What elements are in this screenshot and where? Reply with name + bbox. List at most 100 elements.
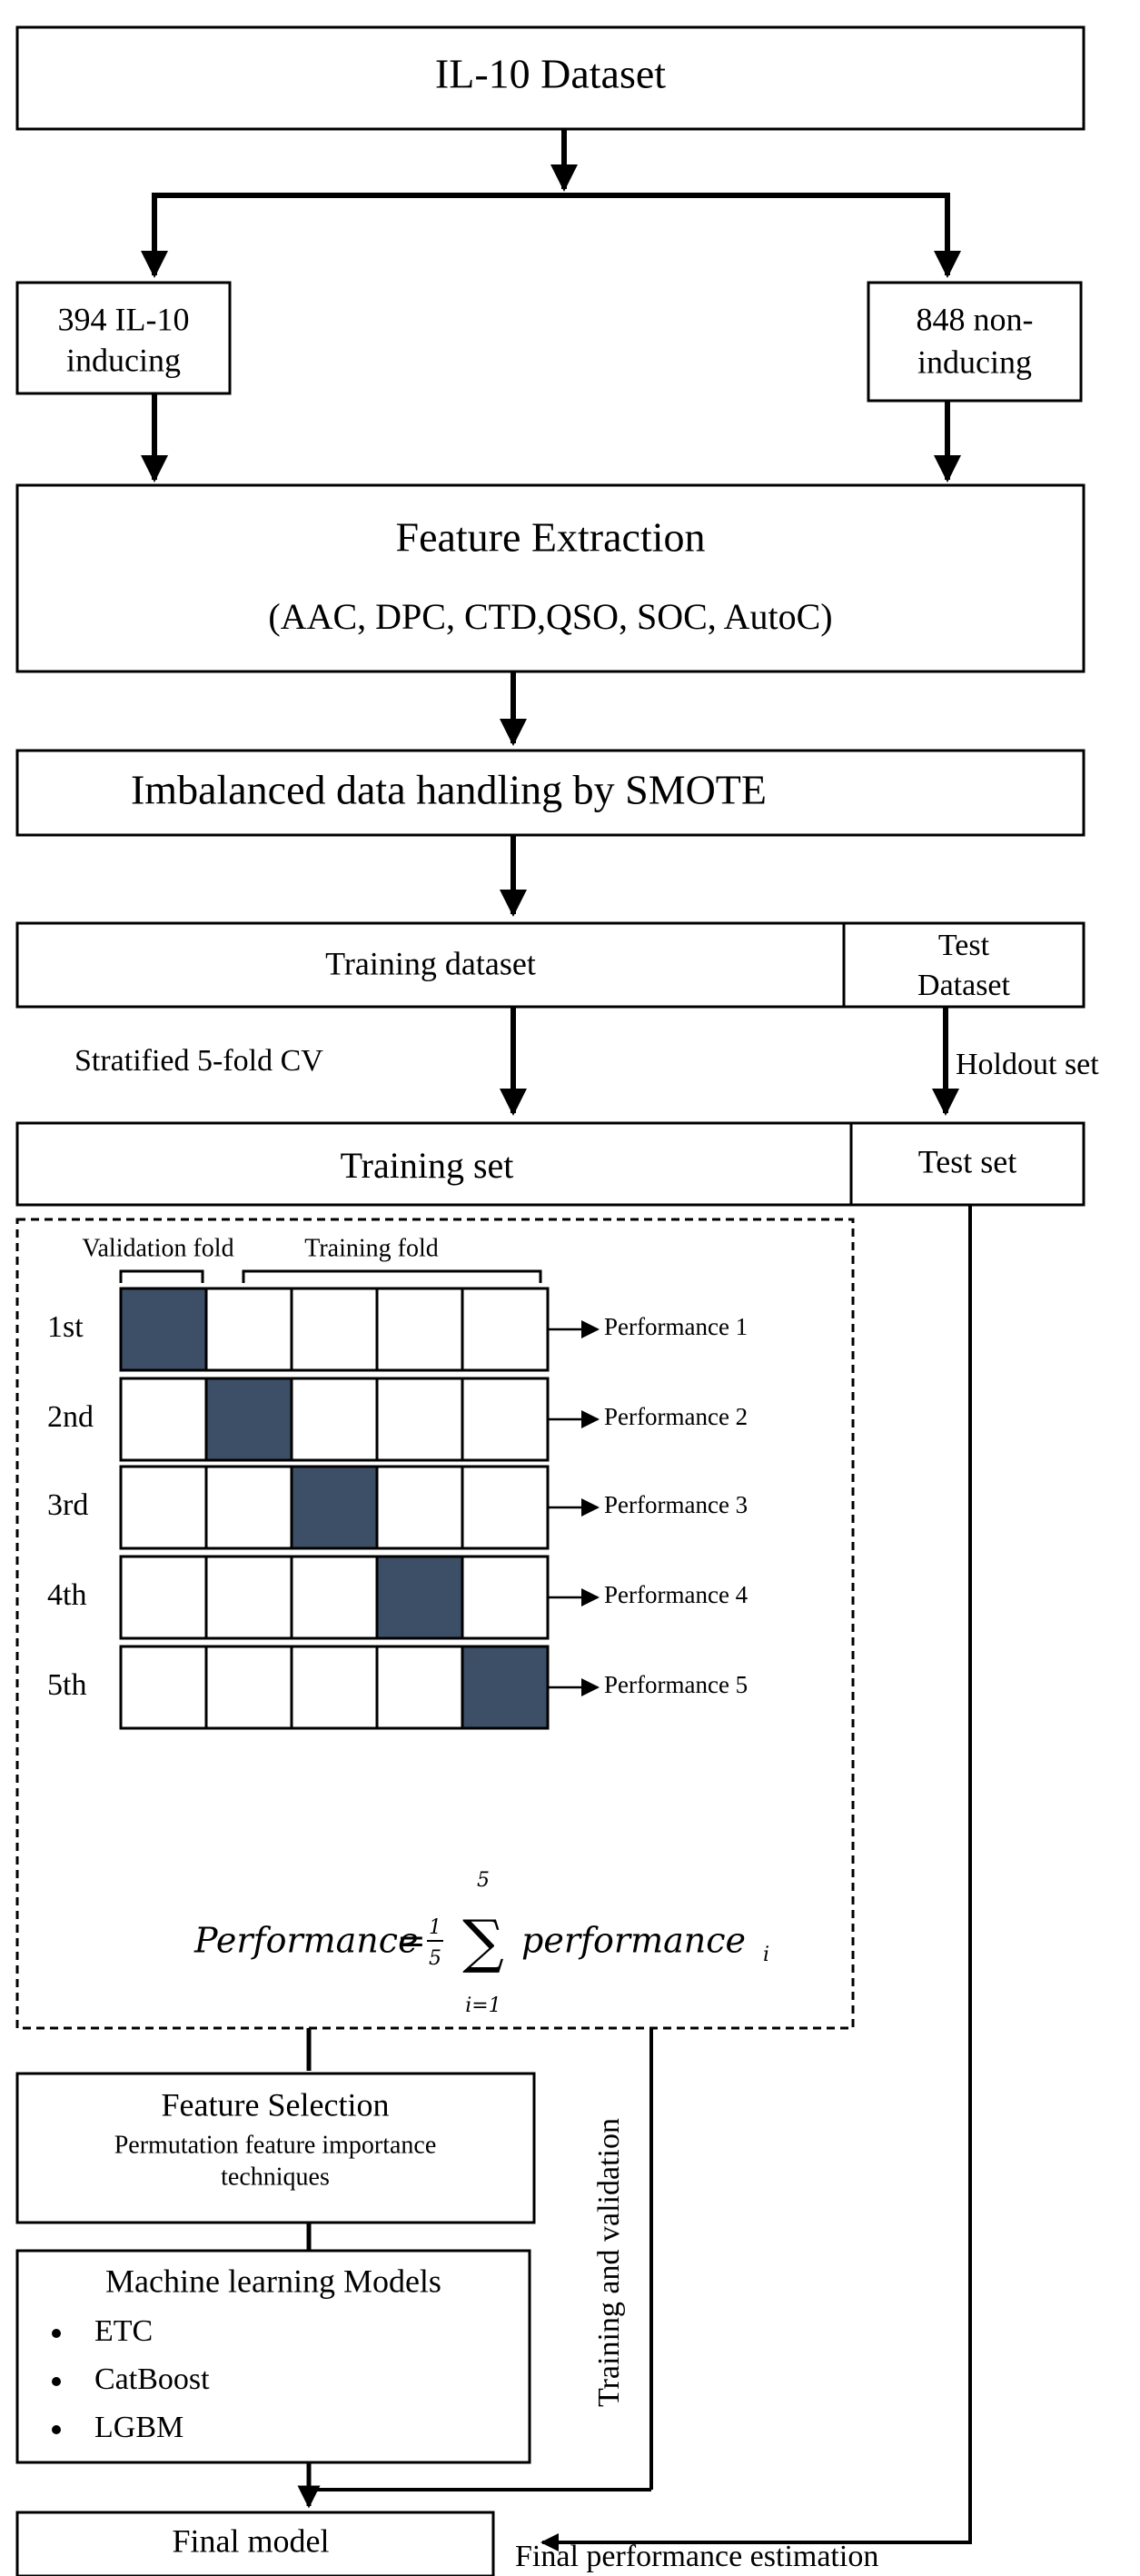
training-fold-cell — [461, 1377, 550, 1462]
formula-fraction-denominator: 5 — [429, 1947, 441, 1970]
performance-label: Performance 3 — [604, 1491, 748, 1518]
training-fold-label: Training fold — [304, 1234, 439, 1262]
bullet-icon — [52, 2377, 61, 2386]
bullet-icon — [52, 2329, 61, 2338]
models-title: Machine learning Models — [105, 2263, 441, 2299]
cv-row: 3rd Performance 3 — [47, 1465, 748, 1550]
test-to-final-arrow — [540, 1205, 972, 2551]
smote-label: Imbalanced data handling by SMOTE — [131, 767, 767, 813]
training-set-box: Training set — [15, 1121, 853, 1207]
cv-row: 1st Performance 1 — [47, 1287, 748, 1372]
training-fold-cell — [290, 1555, 379, 1640]
dataset-title: IL-10 Dataset — [435, 51, 666, 97]
formula-equals: = — [397, 1921, 426, 1961]
final-estimation-label: Final performance estimation — [515, 2540, 878, 2573]
to-feature-extraction-arrows — [141, 393, 961, 482]
performance-label: Performance 5 — [604, 1671, 748, 1698]
test-set-box: Test set — [849, 1121, 1085, 1207]
training-fold-cell — [290, 1287, 379, 1372]
formula-lhs: Performance — [193, 1921, 419, 1961]
inducing-count: 394 IL-10 — [58, 301, 190, 337]
final-model-box: Final model — [15, 2511, 495, 2576]
training-fold-cell — [204, 1287, 293, 1372]
cv-row-label: 4th — [47, 1578, 86, 1612]
training-fold-cell — [290, 1645, 379, 1730]
training-fold-cell — [375, 1645, 464, 1730]
cv-row: 2nd Performance 2 — [47, 1377, 748, 1462]
formula-term: performance — [521, 1921, 746, 1961]
formula-lower-limit: i=1 — [465, 1994, 501, 2017]
validation-fold-brace — [119, 1269, 204, 1283]
non-inducing-count: 848 non- — [917, 301, 1034, 337]
validation-fold-label: Validation fold — [82, 1234, 233, 1262]
training-fold-cell — [461, 1555, 550, 1640]
inducing-box: 394 IL-10 inducing — [15, 281, 232, 395]
final-model-label: Final model — [173, 2522, 330, 2559]
training-set-label: Training set — [341, 1145, 514, 1186]
formula-sigma: ∑ — [462, 1909, 504, 1976]
validation-fold-cell — [290, 1465, 379, 1550]
class-split-arrows — [141, 129, 961, 278]
feature-extraction-title: Feature Extraction — [395, 514, 705, 561]
training-fold-cell — [119, 1645, 208, 1730]
training-validation-label: Training and validation — [592, 2118, 626, 2407]
feature-selection-title: Feature Selection — [162, 2086, 390, 2123]
test-set-label: Test set — [918, 1143, 1016, 1179]
validation-fold-cell — [461, 1645, 550, 1730]
formula-subscript: i — [763, 1944, 769, 1966]
validation-fold-cell — [119, 1287, 208, 1372]
training-fold-cell — [204, 1555, 293, 1640]
performance-label: Performance 4 — [604, 1581, 748, 1608]
feature-selection-line2: techniques — [221, 2163, 330, 2191]
test-dataset-line2: Dataset — [917, 969, 1011, 1002]
training-fold-cell — [375, 1377, 464, 1462]
cv-row-label: 2nd — [47, 1400, 94, 1434]
cv-container — [15, 1218, 855, 2030]
smote-box: Imbalanced data handling by SMOTE — [15, 749, 1085, 837]
performance-formula: Performance = 1 5 5 ∑ i=1 performance i — [193, 1869, 769, 2017]
test-dataset-box: Test Dataset — [842, 921, 1085, 1009]
training-fold-cell — [119, 1465, 208, 1550]
feature-extraction-box: Feature Extraction (AAC, DPC, CTD,QSO, S… — [15, 483, 1085, 673]
test-dataset-line1: Test — [938, 929, 990, 962]
training-fold-cell — [204, 1645, 293, 1730]
training-fold-cell — [375, 1465, 464, 1550]
training-dataset-label: Training dataset — [325, 945, 536, 981]
training-fold-cell — [290, 1377, 379, 1462]
formula-fraction-numerator: 1 — [429, 1916, 441, 1939]
non-inducing-label: inducing — [917, 343, 1032, 380]
training-fold-cell — [119, 1377, 208, 1462]
validation-fold-cell — [204, 1377, 293, 1462]
feature-selection-line1: Permutation feature importance — [114, 2131, 437, 2159]
feature-extraction-methods: (AAC, DPC, CTD,QSO, SOC, AutoC) — [268, 596, 832, 637]
training-fold-cell — [461, 1465, 550, 1550]
cv-row: 4th Performance 4 — [47, 1555, 748, 1640]
training-fold-cell — [461, 1287, 550, 1372]
model-item: LGBM — [94, 2411, 183, 2444]
performance-label: Performance 2 — [604, 1403, 748, 1430]
performance-label: Performance 1 — [604, 1313, 748, 1340]
cv-row-label: 3rd — [47, 1488, 88, 1522]
holdout-label: Holdout set — [956, 1048, 1099, 1081]
training-fold-brace — [242, 1269, 542, 1283]
cv-row: 5th Performance 5 — [47, 1645, 748, 1730]
cv-row-label: 5th — [47, 1668, 86, 1702]
non-inducing-box: 848 non- inducing — [867, 281, 1083, 403]
training-fold-cell — [375, 1287, 464, 1372]
model-item: ETC — [94, 2314, 153, 2348]
feature-selection-box: Feature Selection Permutation feature im… — [15, 2072, 536, 2224]
validation-fold-cell — [375, 1555, 464, 1640]
formula-upper-limit: 5 — [477, 1869, 490, 1892]
model-list: ETC CatBoost LGBM — [52, 2314, 210, 2444]
cv-label: Stratified 5-fold CV — [74, 1044, 323, 1078]
cv-rows: 1st Performance 1 2nd Performance 2 3rd Perfo… — [47, 1287, 748, 1730]
training-fold-cell — [204, 1465, 293, 1550]
training-dataset-box: Training dataset — [15, 921, 846, 1009]
model-item: CatBoost — [94, 2362, 210, 2396]
training-fold-cell — [119, 1555, 208, 1640]
dataset-box: IL-10 Dataset — [15, 25, 1085, 131]
bullet-icon — [52, 2425, 61, 2434]
inducing-label: inducing — [66, 342, 181, 378]
cv-row-label: 1st — [47, 1310, 84, 1344]
